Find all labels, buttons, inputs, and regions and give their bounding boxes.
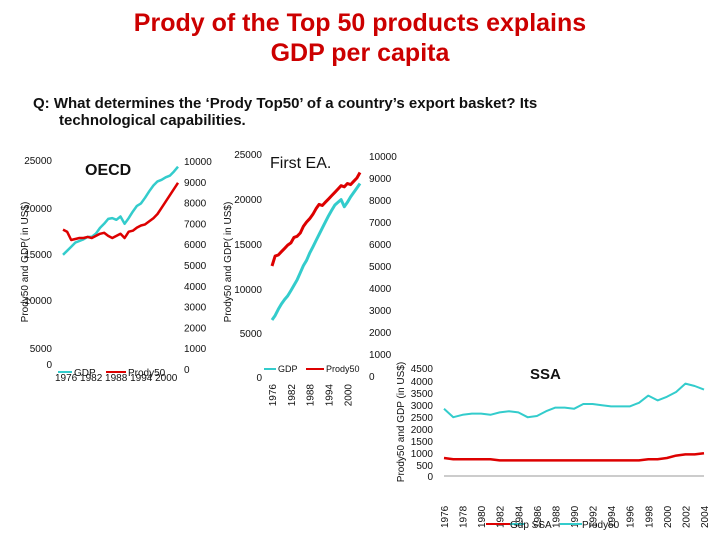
ssa-chart-title: SSA [530, 366, 561, 383]
ea-y-right-tick: 1000 [369, 350, 392, 361]
oecd-y-right-tick: 3000 [184, 303, 207, 314]
ssa-y-tick: 2500 [411, 413, 434, 424]
oecd-y-right-tick: 7000 [184, 219, 207, 230]
oecd-y-left-tick: 25000 [24, 156, 52, 167]
ssa-y-tick: 0 [427, 472, 433, 483]
oecd-y-left-tick: 20000 [24, 204, 52, 215]
oecd-y-left-tick: 5000 [30, 344, 53, 355]
ea-legend-gdp-label: GDP [278, 364, 298, 374]
oecd-x-tick-labels: 1976 1982 1988 1994 2000 [55, 373, 178, 384]
oecd-y-left-tick: 0 [46, 360, 52, 371]
oecd-y-right-tick: 1000 [184, 344, 207, 355]
ssa-x-tick-label: 1982 [496, 505, 507, 528]
oecd-y-right-tick: 5000 [184, 261, 207, 272]
ea-prody50-line [270, 171, 362, 267]
oecd-y-right-tick: 10000 [184, 157, 212, 168]
ea-y-right-tick: 9000 [369, 174, 392, 185]
oecd-y-right-tick: 8000 [184, 199, 207, 210]
ea-y-right-tick: 5000 [369, 262, 392, 273]
ssa-x-tick-label: 1984 [514, 505, 525, 528]
ssa-x-tick-label: 1996 [626, 505, 637, 528]
ssa-y-tick: 4500 [411, 364, 434, 375]
ssa-gdp-line [443, 382, 705, 419]
ssa-x-tick-label: 2000 [663, 505, 674, 528]
ea-x-tick-label: 1994 [325, 384, 336, 407]
ea-y-right-tick: 7000 [369, 218, 392, 229]
ea-y-left-tick: 5000 [240, 329, 263, 340]
slide-title: Prody of the Top 50 products explains GD… [0, 8, 720, 68]
oecd-y-right-tick: 4000 [184, 282, 207, 293]
ssa-y-tick: 2000 [411, 425, 434, 436]
oecd-prody50-line [62, 182, 180, 242]
ssa-x-tick-label: 1976 [440, 505, 451, 528]
ea-y-right-tick: 0 [369, 372, 375, 383]
question-text: Q: What determines the ‘Prody Top50’ of … [33, 95, 673, 129]
ssa-prody50-line [443, 451, 705, 462]
ssa-y-tick: 1000 [411, 449, 434, 460]
oecd-legend-prody50-label: Prody50 [128, 368, 166, 379]
ssa-y-axis-label: Prody50 and GDP (in US$) [396, 362, 407, 482]
ea-x-tick-label: 1982 [287, 384, 298, 407]
ea-legend-prody50-label: Prody50 [326, 364, 360, 374]
ea-y-left-tick: 25000 [234, 150, 262, 161]
ssa-legend-gdp-label: Gdp SSA [510, 520, 552, 531]
ssa-x-tick-label: 1994 [607, 505, 618, 528]
oecd-y-left-tick: 10000 [24, 296, 52, 307]
ssa-y-tick: 3500 [411, 389, 434, 400]
oecd-y-left-tick: 15000 [24, 250, 52, 261]
oecd-y-right-tick: 2000 [184, 323, 207, 334]
oecd-y-right-tick: 0 [184, 365, 190, 376]
ea-y-right-tick: 3000 [369, 306, 392, 317]
ea-y-left-tick: 10000 [234, 285, 262, 296]
ea-x-tick-label: 1988 [306, 384, 317, 407]
question-line-1: Q: What determines the ‘Prody Top50’ of … [33, 95, 538, 112]
oecd-chart-title: OECD [85, 162, 131, 179]
ssa-x-tick-label: 1990 [570, 505, 581, 528]
ea-y-left-tick: 20000 [234, 195, 262, 206]
ea-y-right-tick: 2000 [369, 328, 392, 339]
ssa-y-tick: 500 [416, 461, 433, 472]
ea-y-axis-label: Prody50 and GDP( in US$) [223, 202, 234, 323]
ssa-x-tick-label: 2002 [681, 505, 692, 528]
question-line-2: technological capabilities. [59, 112, 246, 129]
slide-title-line-2: GDP per capita [270, 39, 450, 67]
ea-y-right-tick: 6000 [369, 240, 392, 251]
ea-y-left-tick: 15000 [234, 240, 262, 251]
ssa-x-tick-label: 1988 [551, 505, 562, 528]
slide-title-line-1: Prody of the Top 50 products explains [133, 9, 587, 37]
ssa-y-tick: 4000 [411, 377, 434, 388]
ea-y-right-tick: 4000 [369, 284, 392, 295]
ssa-x-tick-label: 1978 [459, 505, 470, 528]
ssa-x-tick-label: 1980 [477, 505, 488, 528]
oecd-y-axis-label: Prody50 and GDP( in US$) [20, 202, 31, 323]
ssa-x-tick-label: 1992 [589, 505, 600, 528]
ssa-x-tick-label: 1986 [533, 505, 544, 528]
oecd-legend-gdp-label: GDP [74, 368, 96, 379]
ea-x-tick-label: 1976 [268, 384, 279, 407]
ea-y-right-tick: 8000 [369, 196, 392, 207]
ssa-y-tick: 3000 [411, 401, 434, 412]
ssa-x-tick-label: 1998 [644, 505, 655, 528]
ea-gdp-line [270, 182, 362, 321]
ssa-legend-prody50-label: Prody50 [582, 520, 620, 531]
oecd-gdp-line [62, 165, 179, 256]
ea-x-tick-label: 2000 [343, 384, 354, 407]
oecd-y-right-tick: 9000 [184, 178, 207, 189]
ssa-y-tick: 1500 [411, 437, 434, 448]
ea-chart-title: First EA. [270, 155, 331, 172]
ssa-x-tick-label: 2004 [700, 505, 711, 528]
oecd-y-right-tick: 6000 [184, 240, 207, 251]
ea-y-left-tick: 0 [256, 373, 262, 384]
ea-y-right-tick: 10000 [369, 152, 397, 163]
